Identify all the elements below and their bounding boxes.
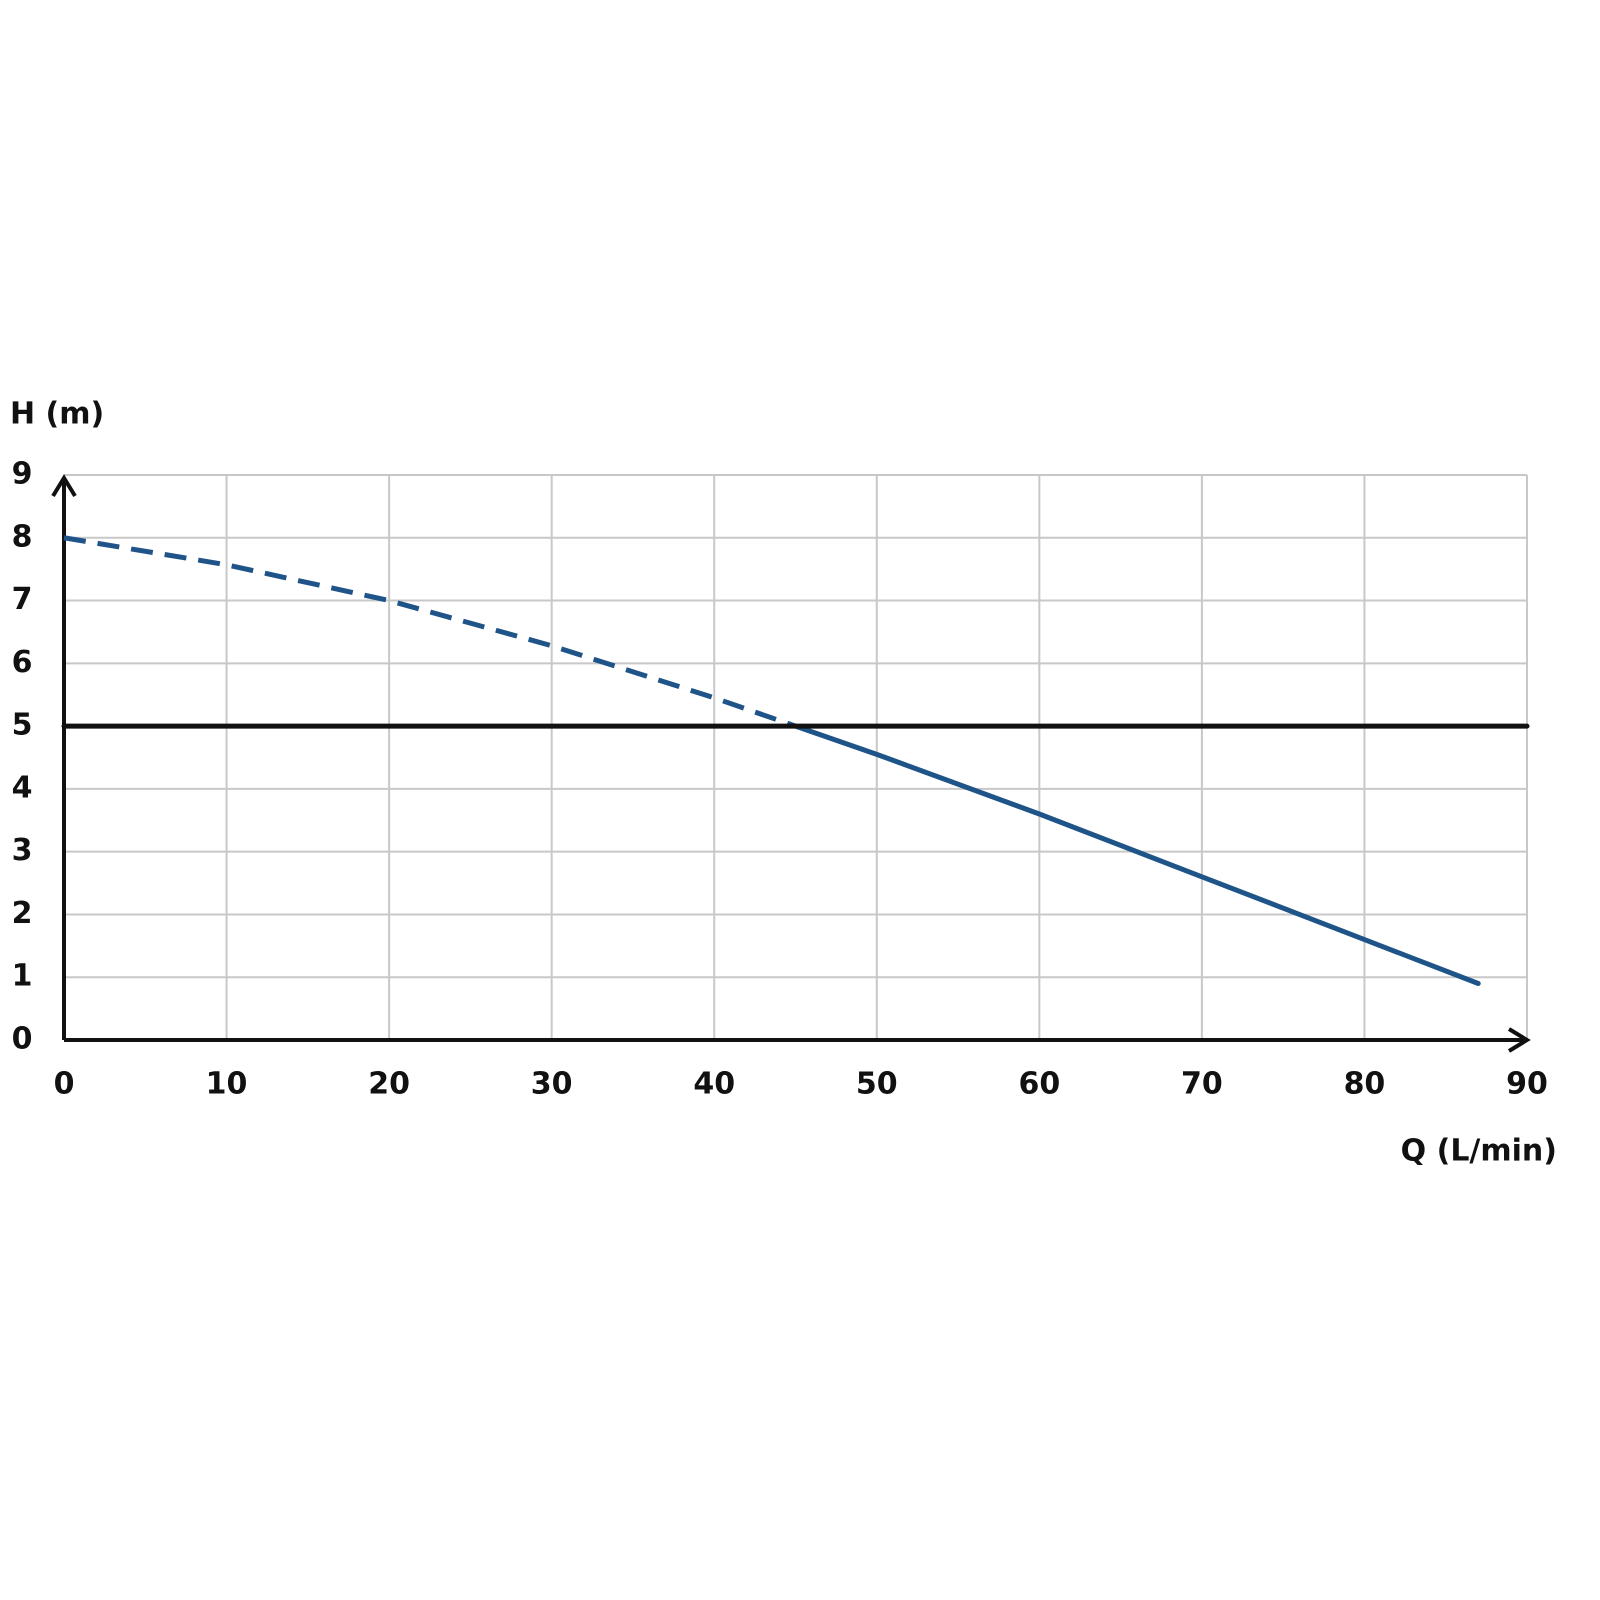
x-tick-label: 70	[1181, 1067, 1223, 1102]
y-tick-label: 3	[12, 833, 33, 868]
y-tick-label: 1	[12, 959, 33, 994]
y-tick-label: 4	[12, 770, 33, 805]
y-tick-label: 7	[12, 582, 33, 617]
curve	[793, 723, 1481, 986]
x-axis-arrow	[1507, 1027, 1531, 1053]
curve	[63, 535, 797, 729]
y-axis-arrow	[51, 474, 77, 498]
y-tick-label: 6	[12, 645, 33, 680]
x-tick-label: 40	[693, 1067, 735, 1102]
y-tick-label: 5	[12, 708, 33, 743]
x-tick-label: 30	[531, 1067, 573, 1102]
x-tick-label: 90	[1506, 1067, 1548, 1102]
x-tick-label: 20	[368, 1067, 410, 1102]
y-tick-label: 2	[12, 896, 33, 931]
x-tick-label: 60	[1018, 1067, 1060, 1102]
y-tick-label: 0	[12, 1022, 33, 1057]
x-axis-label: Q (L/min)	[1401, 1134, 1557, 1169]
y-tick-label: 8	[12, 519, 33, 554]
x-tick-label: 10	[206, 1067, 248, 1102]
x-tick-label: 50	[856, 1067, 898, 1102]
y-axis-label: H (m)	[10, 397, 104, 432]
x-tick-label: 80	[1344, 1067, 1386, 1102]
x-tick-label: 0	[54, 1067, 75, 1102]
y-tick-label: 9	[12, 457, 33, 492]
